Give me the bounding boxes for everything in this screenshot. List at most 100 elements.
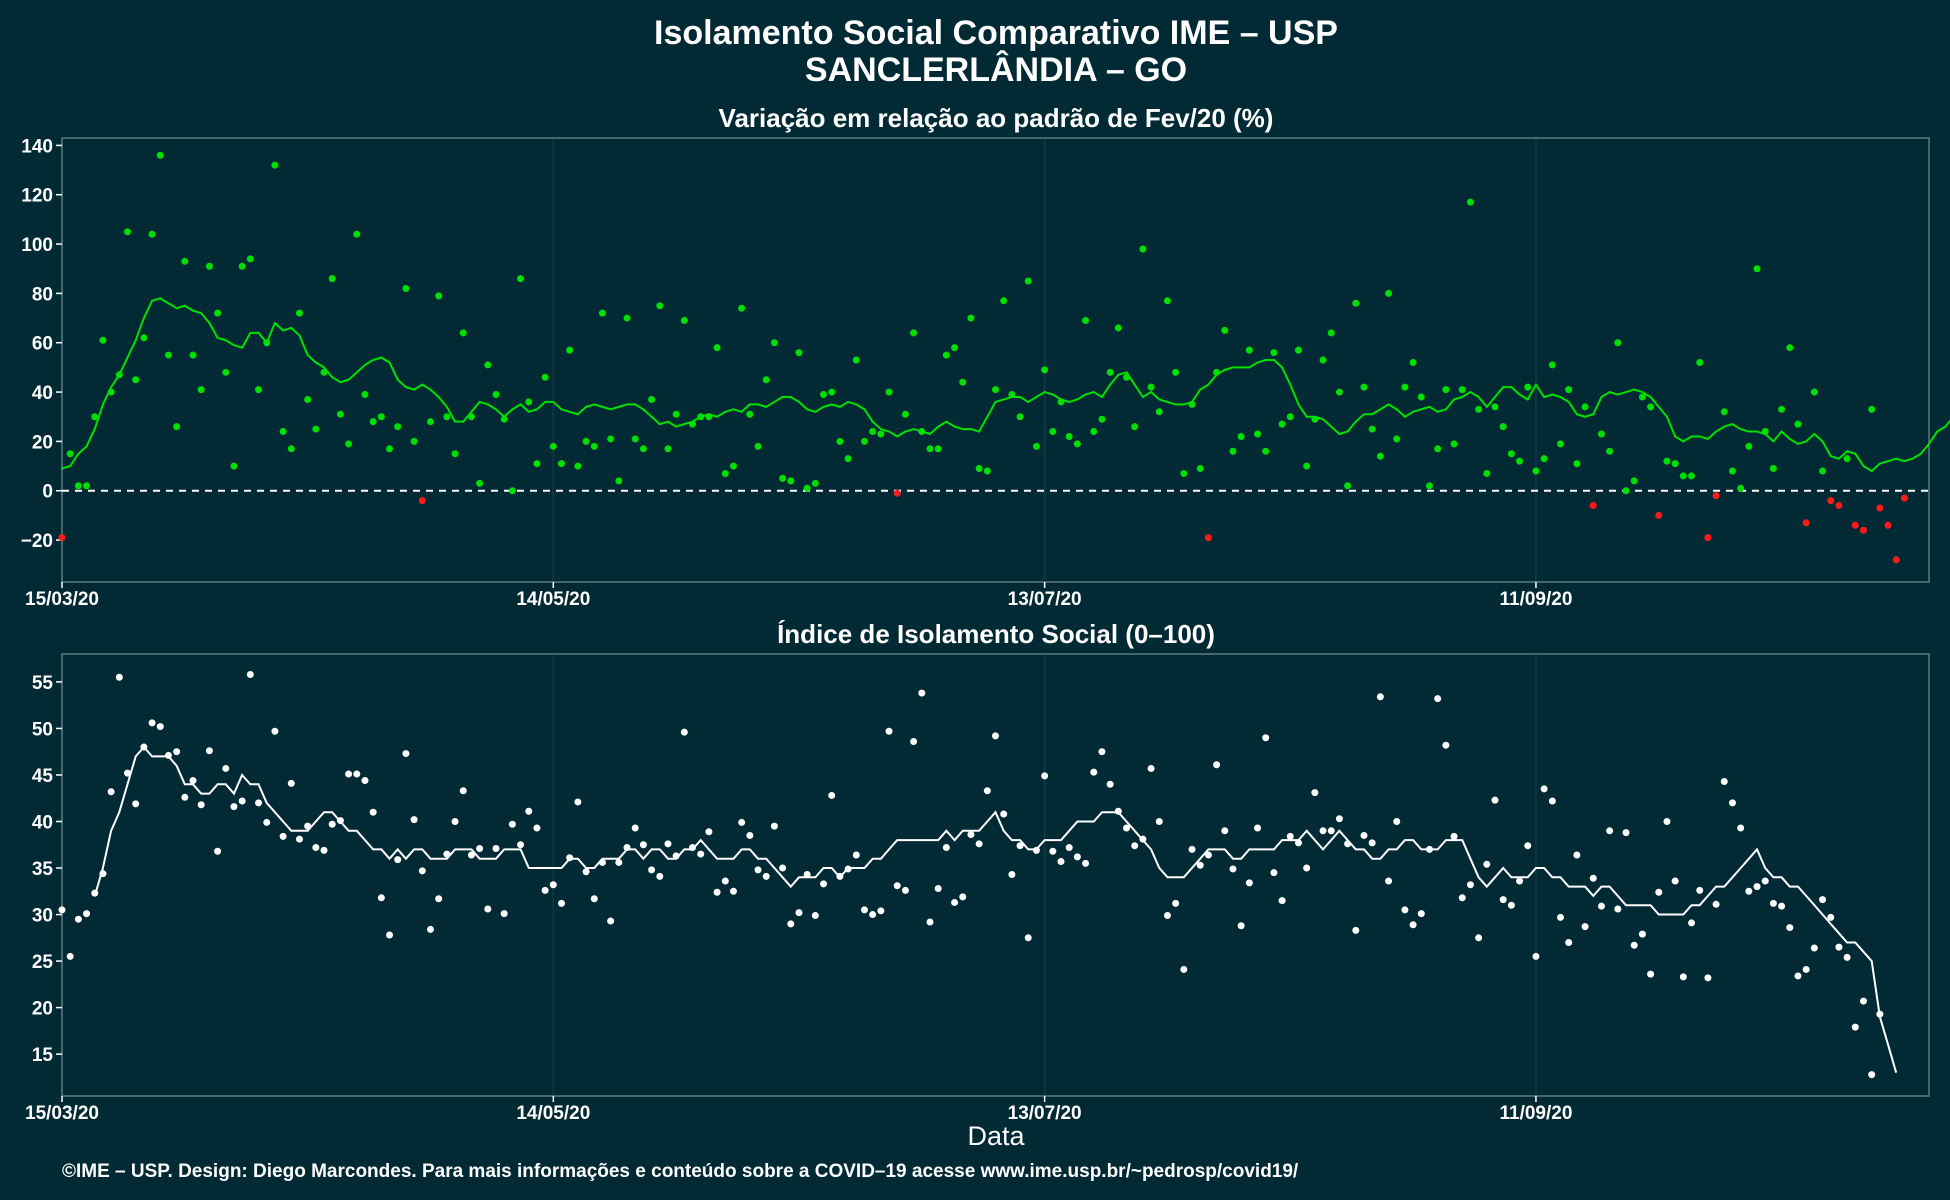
data-point bbox=[1123, 373, 1131, 381]
data-point bbox=[926, 445, 934, 453]
data-point bbox=[607, 917, 615, 925]
data-point bbox=[1409, 358, 1417, 366]
data-point bbox=[754, 442, 762, 450]
data-point bbox=[295, 309, 303, 317]
data-point bbox=[91, 413, 99, 421]
data-point bbox=[779, 474, 787, 482]
data-point bbox=[197, 386, 205, 394]
moving-average-segment bbox=[1330, 425, 1341, 435]
data-point bbox=[1606, 827, 1614, 835]
moving-average-segment bbox=[593, 403, 604, 408]
moving-average-segment bbox=[429, 388, 440, 398]
moving-average-segment bbox=[1649, 396, 1660, 408]
moving-average-segment bbox=[314, 361, 326, 369]
data-point bbox=[1450, 832, 1458, 840]
data-point bbox=[1434, 445, 1442, 453]
data-point bbox=[1098, 748, 1106, 756]
data-point bbox=[1835, 943, 1843, 951]
data-point bbox=[1425, 482, 1433, 490]
data-point bbox=[918, 428, 926, 436]
data-point bbox=[656, 872, 664, 880]
moving-average-segment bbox=[1403, 410, 1415, 418]
moving-average-segment bbox=[896, 430, 907, 438]
moving-average-segment bbox=[1551, 393, 1562, 398]
moving-average-segment bbox=[1199, 383, 1210, 391]
moving-average-segment bbox=[1338, 430, 1349, 435]
data-point bbox=[582, 437, 590, 445]
data-point bbox=[394, 856, 402, 864]
data-point bbox=[500, 910, 508, 918]
data-point bbox=[132, 800, 140, 808]
data-point bbox=[222, 764, 230, 772]
data-point bbox=[1376, 452, 1384, 460]
data-point bbox=[1360, 831, 1368, 839]
data-point bbox=[1753, 265, 1761, 273]
data-point bbox=[729, 887, 737, 895]
data-point bbox=[1049, 847, 1057, 855]
moving-average-segment bbox=[216, 336, 227, 342]
data-point bbox=[99, 336, 107, 344]
data-point bbox=[443, 850, 451, 858]
data-point bbox=[336, 817, 344, 825]
data-point bbox=[1368, 425, 1376, 433]
moving-average-segment bbox=[1379, 403, 1390, 411]
data-point bbox=[770, 822, 778, 830]
data-point bbox=[451, 817, 459, 825]
data-point bbox=[328, 820, 336, 828]
data-point bbox=[1319, 827, 1327, 835]
moving-average-segment bbox=[1780, 430, 1791, 440]
moving-average-segment bbox=[1870, 462, 1881, 472]
data-point bbox=[124, 769, 132, 777]
data-point bbox=[762, 376, 770, 384]
moving-average-segment bbox=[1616, 391, 1628, 396]
data-point bbox=[1565, 386, 1573, 394]
data-point bbox=[811, 479, 819, 487]
data-point bbox=[779, 864, 787, 872]
moving-average-segment bbox=[1444, 398, 1456, 411]
data-point bbox=[1835, 502, 1843, 510]
y-tick-label: 45 bbox=[32, 766, 54, 787]
data-point bbox=[836, 437, 844, 445]
moving-average-segment bbox=[1837, 450, 1849, 460]
data-point bbox=[885, 388, 893, 396]
data-point bbox=[1204, 851, 1212, 859]
moving-average-segment bbox=[1625, 388, 1636, 394]
data-point bbox=[975, 465, 983, 473]
data-point bbox=[1229, 447, 1237, 455]
data-point bbox=[869, 911, 877, 919]
moving-average-segment bbox=[1665, 415, 1677, 438]
data-point bbox=[1704, 534, 1712, 542]
data-point bbox=[246, 670, 254, 678]
data-point bbox=[1262, 447, 1270, 455]
data-point bbox=[467, 413, 475, 421]
data-point bbox=[353, 230, 361, 238]
data-point bbox=[1024, 934, 1032, 942]
data-point bbox=[1679, 973, 1687, 981]
moving-average-segment bbox=[1788, 437, 1799, 445]
data-point bbox=[500, 415, 508, 423]
moving-average-segment bbox=[69, 452, 80, 468]
moving-average-segment bbox=[1543, 393, 1554, 398]
data-point bbox=[836, 872, 844, 880]
data-point bbox=[140, 334, 148, 342]
moving-average-segment bbox=[413, 383, 424, 391]
moving-average-segment bbox=[519, 403, 530, 413]
moving-average-segment bbox=[879, 428, 891, 433]
data-point bbox=[1810, 388, 1818, 396]
moving-average-segment bbox=[1813, 433, 1824, 443]
data-point bbox=[1319, 356, 1327, 364]
data-point bbox=[1589, 502, 1597, 510]
moving-average-segment bbox=[1919, 442, 1930, 455]
data-point bbox=[1851, 521, 1859, 529]
data-point bbox=[1245, 879, 1253, 887]
data-point bbox=[1221, 827, 1229, 835]
data-point bbox=[1196, 465, 1204, 473]
moving-average-segment bbox=[1469, 391, 1480, 398]
moving-average-segment bbox=[601, 405, 612, 411]
moving-average-segment bbox=[765, 400, 776, 408]
moving-average-segment bbox=[1461, 391, 1472, 398]
data-point bbox=[1188, 400, 1196, 408]
moving-average-segment bbox=[560, 408, 571, 413]
data-point bbox=[828, 791, 836, 799]
data-point bbox=[1868, 1071, 1876, 1079]
